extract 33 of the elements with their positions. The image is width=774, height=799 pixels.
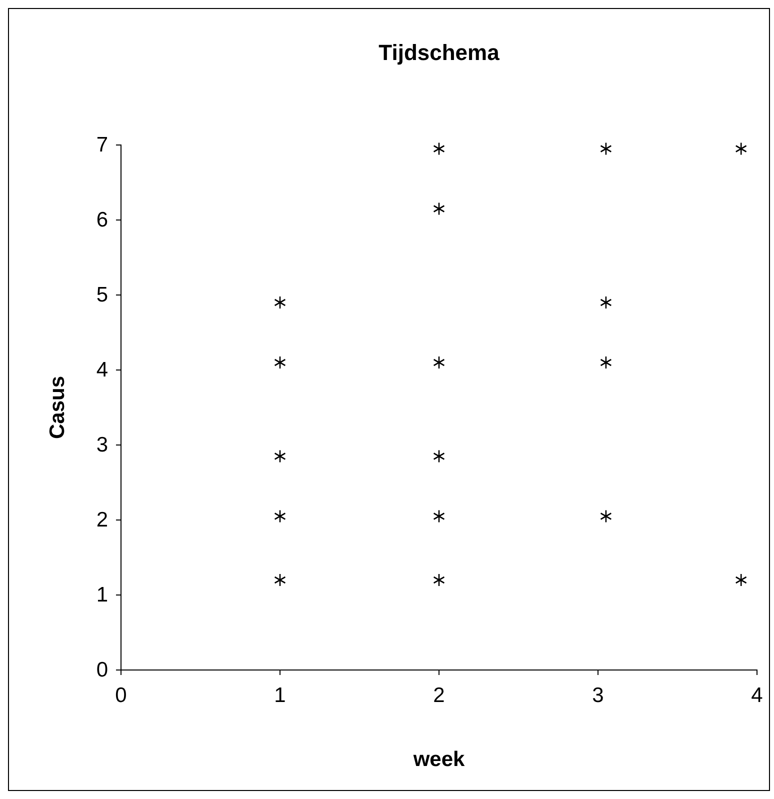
y-tick-label: 0 <box>96 658 108 682</box>
y-axis-title: Casus <box>46 376 69 440</box>
point <box>600 296 612 310</box>
x-tick-label: 0 <box>115 684 127 707</box>
point <box>735 142 747 156</box>
y-tick-label: 6 <box>96 208 108 232</box>
point <box>274 510 286 523</box>
point <box>735 573 747 587</box>
point <box>433 142 445 156</box>
x-tick-label: 2 <box>433 684 445 707</box>
point <box>274 450 286 463</box>
x-tick-label: 1 <box>274 684 286 707</box>
point <box>600 356 612 370</box>
point <box>433 510 445 523</box>
point <box>600 510 612 523</box>
x-tick-label: 3 <box>592 684 604 707</box>
y-tick-label: 5 <box>96 284 108 307</box>
point <box>274 296 286 310</box>
point <box>274 573 286 587</box>
y-tick-label: 3 <box>96 434 108 457</box>
x-tick-label: 4 <box>751 684 764 707</box>
point <box>433 356 445 370</box>
point <box>433 202 445 216</box>
y-tick-label: 1 <box>96 584 108 607</box>
point <box>600 142 612 156</box>
point <box>433 573 445 587</box>
chart-title: Tijdschema <box>378 40 500 65</box>
y-tick-label: 2 <box>96 508 108 532</box>
y-tick-label: 7 <box>96 134 108 157</box>
point <box>274 356 286 370</box>
y-tick-label: 4 <box>96 358 108 382</box>
point <box>433 450 445 463</box>
x-axis-title: week <box>412 748 466 771</box>
